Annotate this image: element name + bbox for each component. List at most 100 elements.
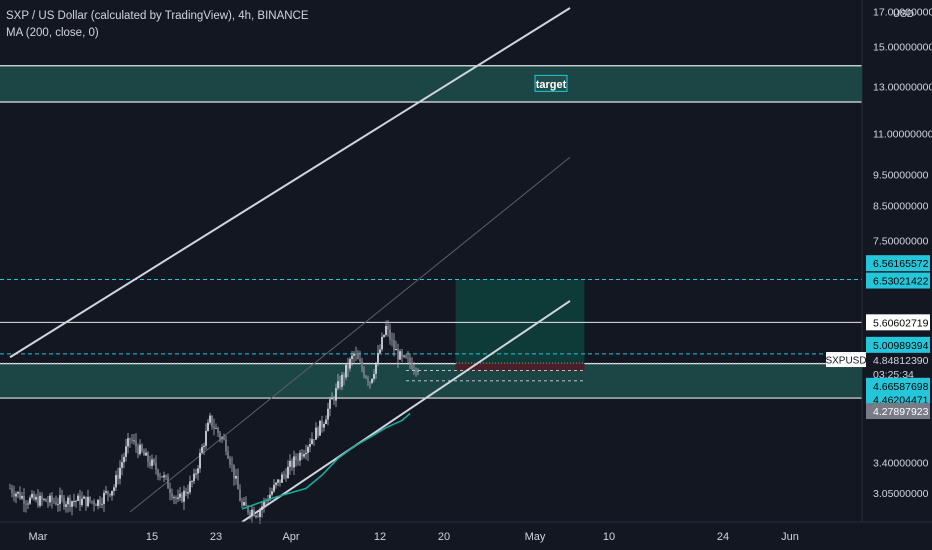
candle-body <box>357 354 359 360</box>
time-tick-10: 10 <box>603 531 615 543</box>
candle-body <box>417 370 419 372</box>
candle-body <box>273 484 275 492</box>
candle-body <box>9 488 11 490</box>
candles-group <box>9 320 419 524</box>
candle-body <box>227 451 229 459</box>
candle-body <box>163 475 165 478</box>
candle-body <box>131 439 133 441</box>
candle-body <box>231 464 233 466</box>
time-tick-23: 23 <box>210 531 222 543</box>
candle-body <box>167 476 169 489</box>
target-annotation-label: target <box>536 79 567 91</box>
candle-body <box>129 438 131 440</box>
candle-body <box>197 468 199 474</box>
candle-body <box>137 446 139 455</box>
candle-body <box>375 362 377 374</box>
candle-body <box>347 364 349 369</box>
candle-body <box>215 427 217 429</box>
candle-body <box>83 496 85 499</box>
chart-title: SXP / US Dollar (calculated by TradingVi… <box>6 10 309 22</box>
candle-body <box>331 398 333 400</box>
candle-body <box>69 497 71 507</box>
candle-body <box>399 351 401 360</box>
candle-body <box>233 464 235 479</box>
candle-body <box>191 481 193 482</box>
indicator-label[interactable]: MA (200, close, 0) <box>6 27 99 39</box>
candle-body <box>249 512 251 516</box>
candle-body <box>205 430 207 446</box>
candle-body <box>405 355 407 358</box>
price-badge-16 <box>866 403 930 420</box>
candle-body <box>203 445 205 448</box>
candle-body <box>261 506 263 511</box>
candle-body <box>317 427 319 436</box>
candle-body <box>201 447 203 453</box>
candle-body <box>187 492 189 494</box>
candle-body <box>115 475 117 488</box>
candle-body <box>279 479 281 483</box>
price-badge-label-16: 4.27897923 <box>873 406 929 418</box>
candle-body <box>309 444 311 447</box>
price-tick-label: 8.50000000 <box>873 201 929 213</box>
candle-body <box>361 361 363 370</box>
candle-body <box>53 501 55 503</box>
candle-body <box>409 357 411 364</box>
candle-body <box>135 440 137 447</box>
candle-body <box>177 497 179 499</box>
price-badge-14 <box>866 377 930 394</box>
position-loss-area <box>455 363 585 371</box>
candle-body <box>25 503 27 505</box>
price-badge-9 <box>866 314 930 331</box>
candle-body <box>159 476 161 477</box>
price-tick-label: 15.00000000 <box>873 41 932 53</box>
candle-body <box>65 504 67 507</box>
candle-body <box>251 509 253 516</box>
candle-body <box>209 415 211 423</box>
candle-body <box>57 503 59 505</box>
candle-body <box>169 488 171 494</box>
candle-body <box>99 499 101 505</box>
candle-body <box>339 381 341 387</box>
time-tick-jun: Jun <box>781 531 799 543</box>
candle-body <box>189 481 191 493</box>
candle-body <box>51 495 53 502</box>
candle-body <box>95 504 97 506</box>
candle-body <box>97 499 99 506</box>
candle-body <box>63 497 65 507</box>
candle-body <box>303 454 305 457</box>
candle-body <box>371 378 373 383</box>
candle-body <box>213 426 215 429</box>
time-tick-24: 24 <box>717 531 729 543</box>
candle-body <box>239 489 241 501</box>
candle-body <box>243 502 245 506</box>
candle-body <box>401 351 403 357</box>
candle-body <box>379 349 381 353</box>
candle-body <box>43 498 45 500</box>
candle-body <box>195 473 197 475</box>
candle-body <box>125 446 127 457</box>
candle-body <box>29 497 31 504</box>
candle-body <box>365 376 367 379</box>
candle-body <box>305 452 307 455</box>
channel-bottom-line <box>241 300 571 523</box>
candle-body <box>157 469 159 477</box>
candle-body <box>79 495 81 506</box>
candle-body <box>175 497 177 499</box>
price-tick-label: 13.00000000 <box>873 82 932 94</box>
currency-label: USD <box>892 9 914 20</box>
price-badge-7 <box>866 255 930 272</box>
candle-body <box>373 373 375 379</box>
candle-body <box>107 491 109 494</box>
candle-body <box>241 500 243 506</box>
candle-body <box>291 460 293 468</box>
candle-body <box>49 495 51 503</box>
price-badge-label-11: 4.84812390 <box>873 355 929 367</box>
candle-body <box>31 493 33 498</box>
candle-body <box>247 506 249 513</box>
candle-body <box>223 437 225 440</box>
candle-body <box>235 475 237 479</box>
candle-body <box>155 462 157 470</box>
target-annotation-box <box>534 74 568 92</box>
candle-body <box>397 349 399 360</box>
